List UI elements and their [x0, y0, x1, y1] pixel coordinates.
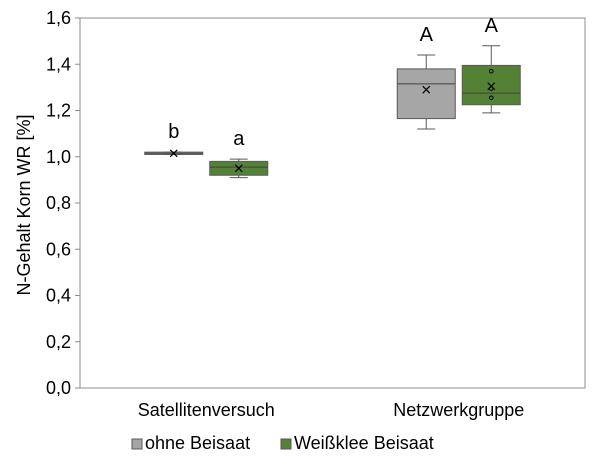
y-tick-label: 0,4	[46, 286, 71, 306]
significance-letter: a	[233, 128, 245, 150]
data-point	[488, 95, 494, 101]
legend-label: Weißklee Beisaat	[294, 433, 434, 453]
category-label: Satellitenversuch	[138, 400, 275, 420]
mean-marker	[169, 149, 178, 158]
significance-letter: A	[420, 24, 434, 46]
box-iqr	[396, 68, 456, 120]
legend-swatch	[280, 438, 292, 450]
significance-letter: b	[168, 121, 179, 143]
box-ohne-beisaat-1	[396, 54, 456, 130]
y-tick-label: 0,0	[46, 378, 71, 398]
mean-marker	[234, 164, 243, 173]
legend-swatch	[131, 438, 143, 450]
box-iqr	[461, 64, 521, 106]
significance-letter: A	[485, 15, 499, 37]
y-tick-label: 0,6	[46, 239, 71, 259]
box-ohne-beisaat-0	[144, 149, 204, 158]
y-tick-label: 1,4	[46, 54, 71, 74]
data-point	[488, 68, 494, 74]
y-tick-label: 1,0	[46, 147, 71, 167]
y-tick-label: 1,2	[46, 101, 71, 121]
mean-marker	[422, 85, 431, 94]
mean-marker	[487, 82, 496, 91]
data-point	[488, 86, 494, 91]
box-wei-klee-beisaat-1	[461, 45, 521, 114]
legend-label: ohne Beisaat	[145, 433, 250, 453]
category-label: Netzwerkgruppe	[393, 400, 524, 420]
y-axis-label: N-Gehalt Korn WR [%]	[14, 114, 34, 295]
box-wei-klee-beisaat-0	[209, 158, 269, 179]
y-tick-label: 1,6	[46, 8, 71, 28]
y-tick-label: 0,2	[46, 332, 71, 352]
y-tick-label: 0,8	[46, 193, 71, 213]
